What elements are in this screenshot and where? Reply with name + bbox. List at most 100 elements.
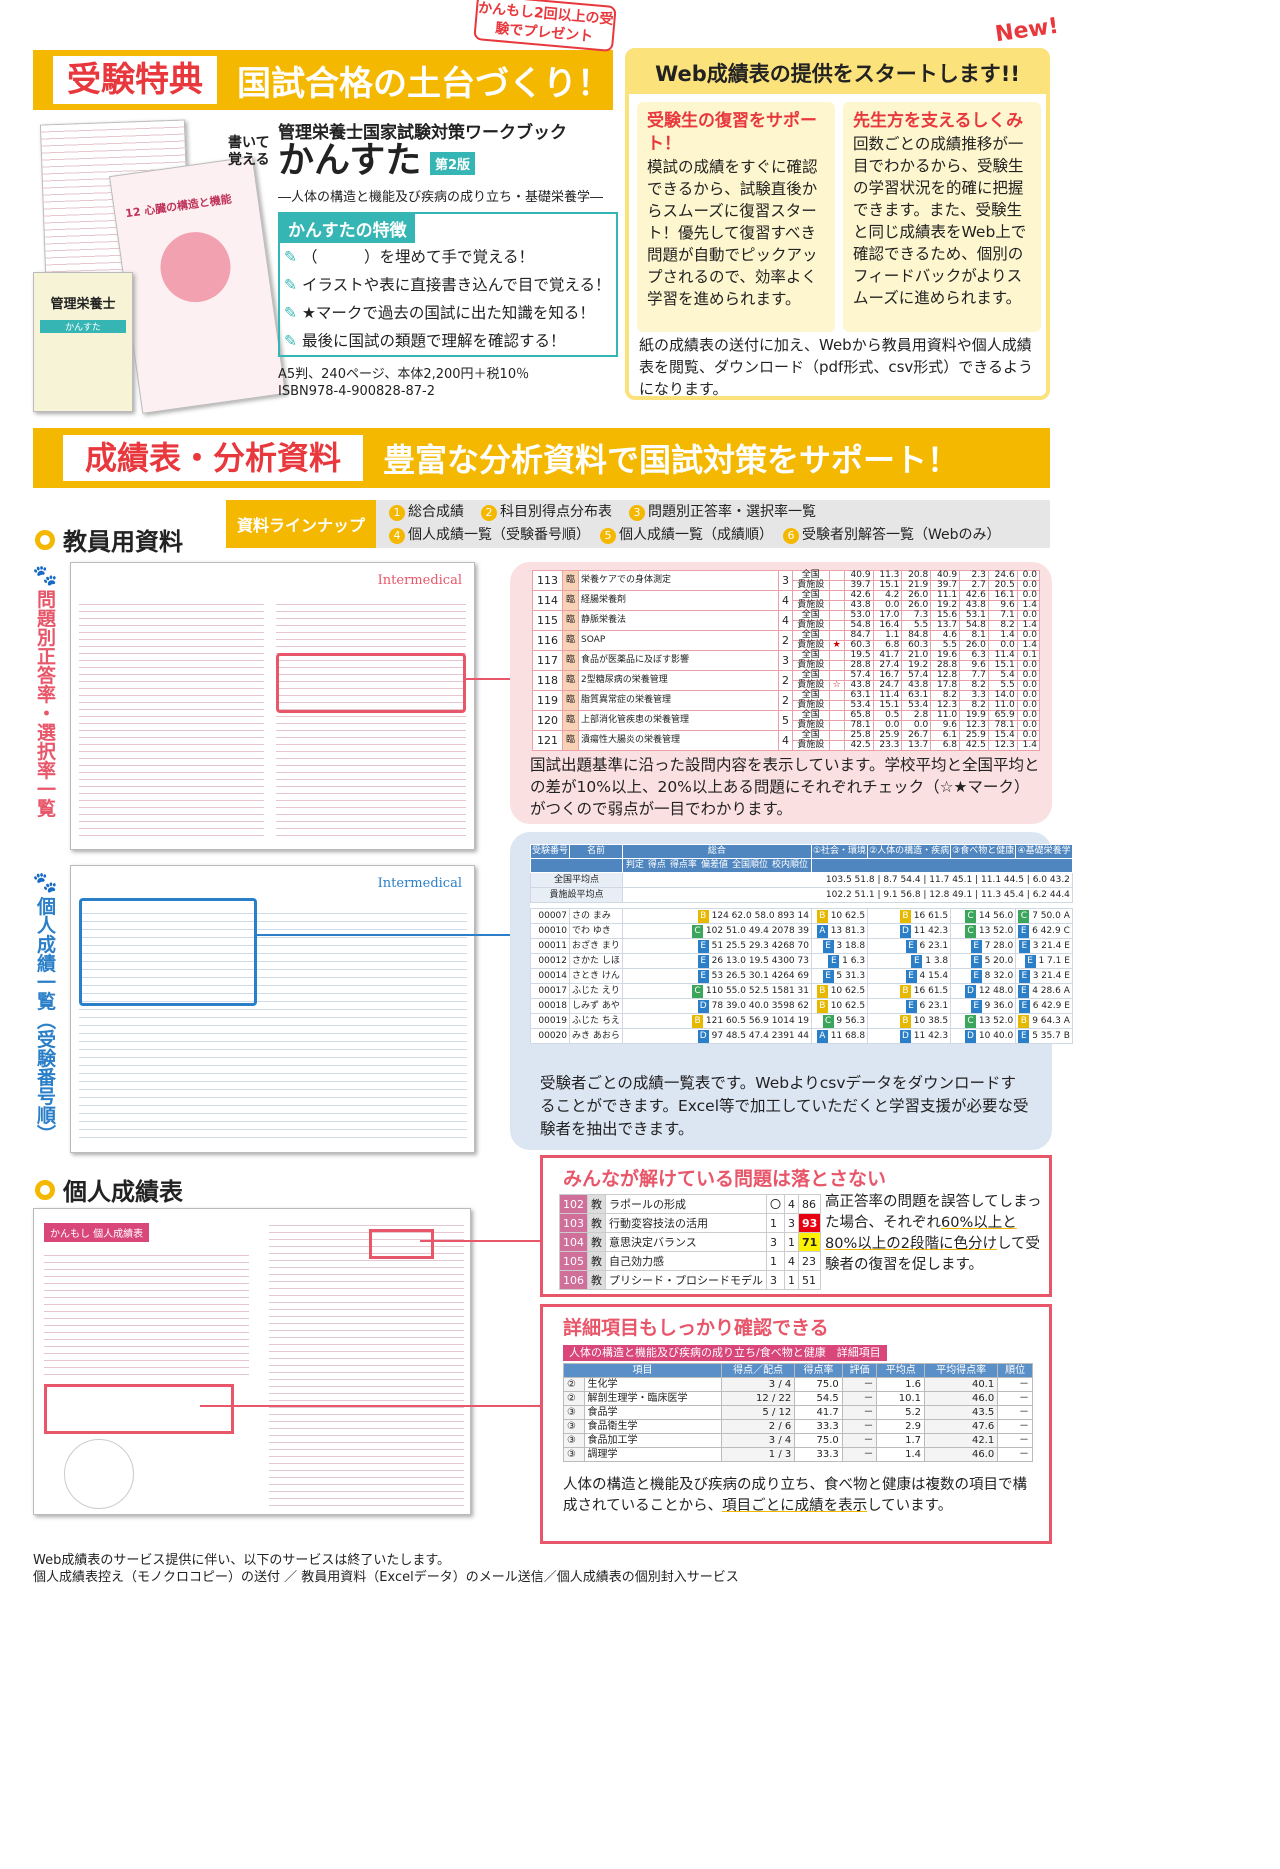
detail-row: ② 解剖生理学・臨床医学 12 / 22 54.5 － 10.1 46.0 － [563, 1391, 1033, 1406]
question-cell: プリシード・プロシードモデル [605, 1270, 767, 1290]
rate-cell: 1.4 [1016, 600, 1041, 611]
score-values: 3 21.4 [1032, 940, 1062, 951]
column-subheader: 判定 [625, 860, 644, 870]
problem-no: 120 [532, 710, 563, 731]
subheader-row: 判定 得点 得点率 偏差値 全国順位 校内順位 [530, 858, 1073, 873]
rate-cell: 1.4 [1016, 740, 1041, 751]
detail-cell: － [997, 1391, 1033, 1406]
footer-line: Web成績表のサービス提供に伴い、以下のサービスは終了いたします。 [33, 1553, 451, 1568]
detail-cell: 食品加工学 [583, 1433, 723, 1448]
score-values: 97 48.5 47.4 2391 44 [711, 1030, 809, 1041]
score-values: 11 42.3 [913, 1030, 949, 1041]
teacher-section-heading: 教員用資料 [35, 522, 183, 557]
problem-row: 貴施設 53.4 15.1 53.4 12.3 8.2 11.0 0.0 [533, 700, 1041, 711]
rate-cell: 8.1 [959, 630, 989, 641]
student-name: さの まみ [569, 908, 623, 924]
rate-cell: 7.3 [901, 610, 932, 621]
personal-section-title: 個人成績表 [63, 1178, 183, 1206]
rate-cell: 0.0 [1016, 630, 1041, 641]
question-cell: 3 [766, 1232, 785, 1252]
problem-name: SOAP [578, 630, 780, 651]
detail-cell: － [841, 1391, 878, 1406]
detail-cell: ③ [563, 1433, 585, 1448]
grade-badge: E [1024, 954, 1036, 968]
paw-icon: 🐾 [33, 565, 57, 590]
grade-badge: E [1018, 1029, 1030, 1043]
rate-cell: 2.3 [959, 570, 989, 581]
grade-badge: B [1063, 1030, 1070, 1041]
group-label: 全国 [791, 610, 830, 621]
grade-badge: E [1064, 955, 1070, 966]
detail-items-box: 詳細項目もしっかり確認できる 人体の構造と機能及び疾病の成り立ち/食べ物と健康 … [540, 1304, 1052, 1544]
student-name: さとき けん [569, 968, 623, 984]
problem-name: 脂質異常症の栄養管理 [578, 690, 780, 711]
grade-badge: E [1018, 999, 1030, 1013]
student-row: 00020 みき あおら D 97 48.5 47.4 2391 44 A 11 68… [529, 1028, 1073, 1044]
exam-no: 00007 [529, 908, 571, 924]
book-price: A5判、240ページ、本体2,200円＋税10％ [278, 367, 530, 382]
detail-cell: 調理学 [583, 1447, 723, 1462]
grade-badge: B [816, 999, 828, 1013]
lineup-items: 1 総合成績 2 科目別得点分布表 3 問題別正答率・選択率一覧 4 個人成績一覧（受験… [376, 500, 1018, 548]
teacher-section-title: 教員用資料 [63, 528, 183, 556]
vlabel-text: 問題別正答率・選択率一覧 [34, 589, 56, 818]
rate-cell: 26.0 [959, 640, 989, 651]
rate-cell: 43.8 [901, 680, 932, 691]
question-cell: 教 [587, 1251, 606, 1271]
rate-cell: 0.5 [872, 710, 903, 721]
average-row: 貴施設平均点 102.2 51.1 | 9.1 56.8 | 12.8 49.1 … [530, 887, 1073, 903]
detail-cell: 2 / 6 [720, 1419, 796, 1434]
grade-badge: B [899, 909, 911, 923]
high-rate-title: みんなが解けている問題は落とさない [563, 1168, 887, 1190]
problem-category: 臨 [561, 590, 580, 611]
rate-cell: 78.1 [987, 720, 1018, 731]
detail-cell: 食品衛生学 [583, 1419, 723, 1434]
thumb-title: かんもし 個人成績表 [44, 1223, 150, 1242]
detail-items-desc: 人体の構造と機能及び疾病の成り立ち、食べ物と健康は複数の項目で構成されていること… [563, 1475, 1038, 1517]
student-row: 00019 ふじた ちえ B 121 60.5 56.9 1014 19 C 9 56… [529, 1013, 1073, 1029]
grade-badge: E [822, 969, 834, 983]
detail-cell: － [997, 1377, 1033, 1392]
grade-badge: A [1063, 985, 1070, 996]
column-header: 名前 [569, 844, 623, 859]
rate-cell: 0.0 [1016, 670, 1041, 681]
rate-cell: 0.0 [901, 720, 932, 731]
problem-no: 113 [532, 570, 563, 591]
exam-no: 00014 [529, 968, 571, 984]
detail-cell: － [997, 1433, 1033, 1448]
lineup-item: 1 総合成績 [386, 504, 464, 521]
rate-cell: 21.0 [901, 650, 932, 661]
problem-answer: 2 [778, 670, 793, 691]
grade-badge: B [899, 1014, 911, 1028]
group-label: 貴施設 [791, 740, 830, 751]
detail-cell: － [997, 1419, 1033, 1434]
column-header: 受験番号 [529, 844, 571, 859]
lineup-label: 資料ラインナップ [226, 500, 376, 548]
detail-cell: 42.1 [923, 1433, 999, 1448]
rate-cell: 41.7 [872, 650, 903, 661]
question-cell: 教 [587, 1270, 606, 1290]
rate-cell: 9.6 [930, 720, 961, 731]
rate-cell: 26.0 [901, 590, 932, 601]
web-report-footer: 紙の成績表の送付に加え、Webから教員用資料や個人成績表を閲覧、ダウンロード（p… [639, 336, 1033, 398]
diff-mark [828, 620, 845, 631]
problem-answer: 3 [778, 570, 793, 591]
radar-chart [64, 1439, 134, 1509]
rate-cell: 0.0 [1016, 580, 1041, 591]
rate-cell: 78.1 [843, 720, 874, 731]
question-cell: 1 [784, 1270, 799, 1290]
connector-line [420, 1240, 542, 1242]
rate-cell: 15.4 [987, 730, 1018, 741]
detail-cell: 1.6 [876, 1377, 925, 1392]
high-rate-desc: 高正答率の問題を誤答してしまった場合、それぞれ60%以上と80%以上の2段階に色… [825, 1192, 1045, 1276]
book-title: かんすた [278, 140, 422, 181]
feature-item: （ ）を埋めて手で覚える！ [280, 243, 616, 271]
column-header: 総合 [621, 844, 812, 859]
question-cell: 1 [784, 1232, 799, 1252]
bullet-icon [35, 1179, 55, 1200]
column-header: 得点／配点 [720, 1363, 796, 1378]
score-values: 10 62.5 [830, 985, 866, 996]
student-name: おざき まり [569, 938, 623, 954]
rate-cell: 12.3 [987, 740, 1018, 751]
detail-cell: 1 / 3 [720, 1447, 796, 1462]
